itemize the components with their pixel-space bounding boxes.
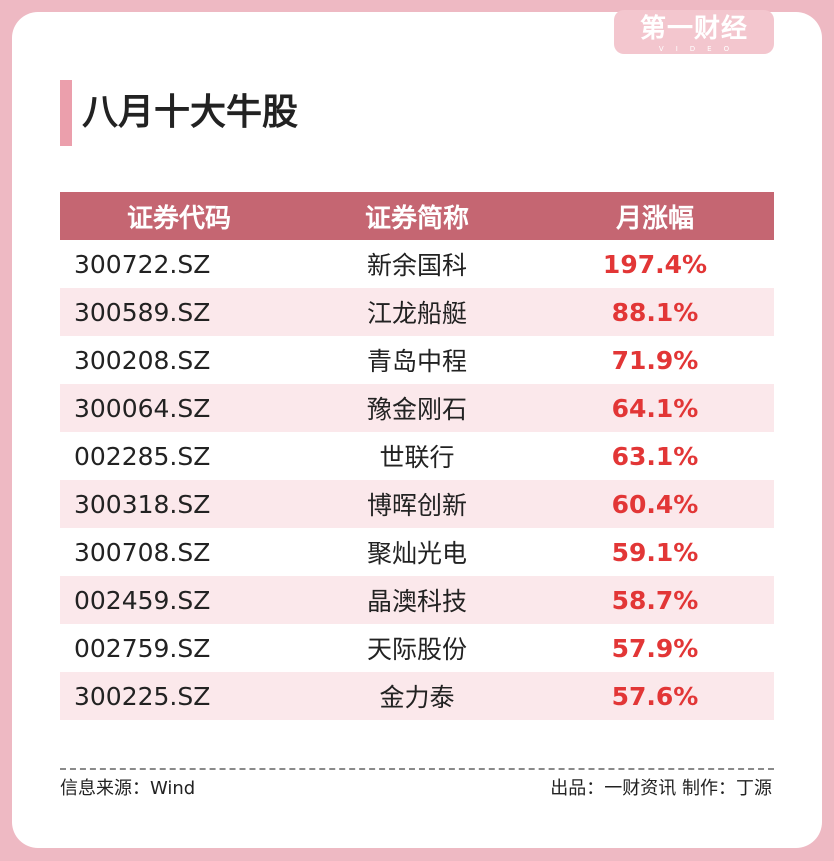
stock-code: 002285.SZ	[74, 441, 211, 471]
brand-logo: 第一财经 VIDEO	[614, 10, 774, 54]
stock-name: 聚灿光电	[366, 539, 467, 568]
footer-divider	[60, 768, 774, 770]
stock-name: 青岛中程	[366, 347, 467, 376]
stock-code: 300589.SZ	[60, 288, 298, 336]
stock-code: 300708.SZ	[74, 537, 211, 567]
stock-code: 300208.SZ	[74, 345, 211, 375]
monthly-change: 57.6%	[536, 672, 774, 720]
stock-code: 300064.SZ	[60, 384, 298, 432]
table-row: 002285.SZ 世联行 63.1%	[60, 432, 774, 480]
table-row: 002759.SZ 天际股份 57.9%	[60, 624, 774, 672]
header-code: 证券代码	[60, 192, 298, 240]
page-title: 八月十大牛股	[82, 92, 299, 133]
monthly-change: 63.1%	[611, 441, 699, 471]
table-row: 300722.SZ 新余国科 197.4%	[60, 240, 774, 288]
monthly-change: 57.9%	[611, 633, 699, 663]
stock-name: 新余国科	[366, 251, 467, 280]
footer-source: 信息来源：Wind	[60, 778, 196, 799]
title-accent-bar	[60, 80, 72, 146]
monthly-change: 197.4%	[602, 249, 708, 279]
stock-table: 证券代码 证券简称 月涨幅 300722.SZ 新余国科 197.4% 3005…	[60, 192, 774, 720]
stock-name: 世联行	[379, 443, 455, 472]
stock-code: 300225.SZ	[60, 672, 298, 720]
stock-name: 江龙船艇	[298, 288, 536, 336]
stock-code: 002459.SZ	[60, 576, 298, 624]
header-change: 月涨幅	[536, 192, 774, 240]
table-row: 300225.SZ 金力泰 57.6%	[60, 672, 774, 720]
table-row: 300208.SZ 青岛中程 71.9%	[60, 336, 774, 384]
monthly-change: 64.1%	[536, 384, 774, 432]
table-row: 300318.SZ 博晖创新 60.4%	[60, 480, 774, 528]
header-name: 证券简称	[298, 192, 536, 240]
stock-name: 晶澳科技	[298, 576, 536, 624]
monthly-change: 71.9%	[611, 345, 699, 375]
stock-name: 博晖创新	[298, 480, 536, 528]
stock-name: 金力泰	[298, 672, 536, 720]
stock-code: 300318.SZ	[60, 480, 298, 528]
stock-code: 300722.SZ	[74, 249, 211, 279]
table-row: 300064.SZ 豫金刚石 64.1%	[60, 384, 774, 432]
brand-logo-subtext: VIDEO	[658, 45, 742, 53]
monthly-change: 88.1%	[536, 288, 774, 336]
table-row: 002459.SZ 晶澳科技 58.7%	[60, 576, 774, 624]
brand-logo-text: 第一财经	[639, 14, 748, 44]
table-header-row: 证券代码 证券简称 月涨幅	[60, 192, 774, 240]
table-row: 300589.SZ 江龙船艇 88.1%	[60, 288, 774, 336]
stock-code: 002759.SZ	[74, 633, 211, 663]
monthly-change: 58.7%	[536, 576, 774, 624]
stock-name: 天际股份	[366, 635, 467, 664]
stock-name: 豫金刚石	[298, 384, 536, 432]
table-row: 300708.SZ 聚灿光电 59.1%	[60, 528, 774, 576]
monthly-change: 60.4%	[536, 480, 774, 528]
monthly-change: 59.1%	[611, 537, 699, 567]
footer-credit: 出品：一财资讯 制作：丁源	[550, 778, 772, 799]
